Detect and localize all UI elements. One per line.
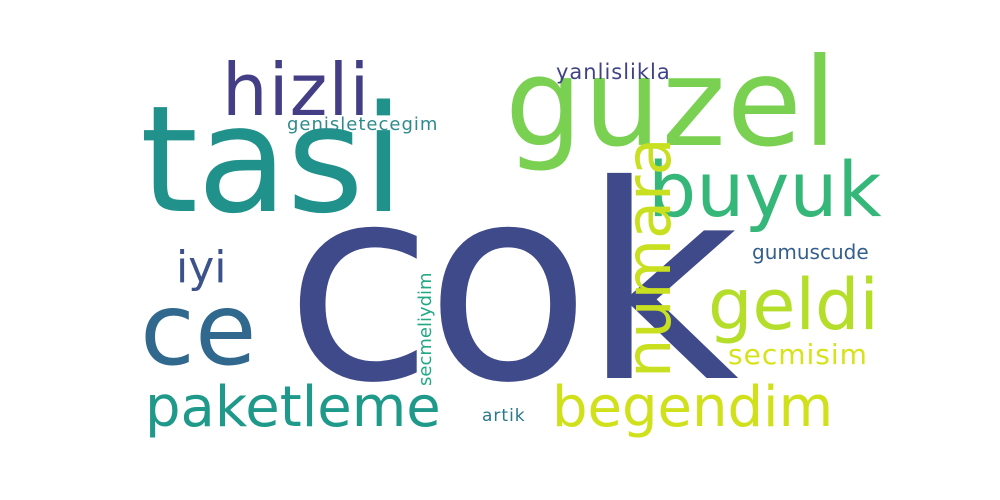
word-paketleme: paketleme — [145, 375, 441, 440]
word-numara: numara — [612, 137, 685, 378]
word-guzel: guzel — [505, 32, 838, 174]
word-cok: cok — [285, 127, 739, 442]
word-tasi: tasi — [140, 74, 404, 246]
word-gumuscude: gumuscude — [752, 240, 869, 264]
word-artik: artik — [482, 406, 526, 426]
word-ce: ce — [140, 271, 257, 388]
word-yanlislikla: yanlislikla — [556, 60, 671, 84]
word-iyi: iyi — [176, 242, 227, 293]
word-buyuk: buyuk — [648, 145, 882, 234]
word-geldi: geldi — [708, 264, 879, 346]
word-hizli: hizli — [222, 48, 371, 132]
word-secmisim: secmisim — [728, 338, 868, 371]
word-secmeliydim: secmeliydim — [415, 272, 436, 386]
word-genisletecegim: genisletecegim — [287, 114, 439, 135]
word-begendim: begendim — [552, 375, 834, 440]
